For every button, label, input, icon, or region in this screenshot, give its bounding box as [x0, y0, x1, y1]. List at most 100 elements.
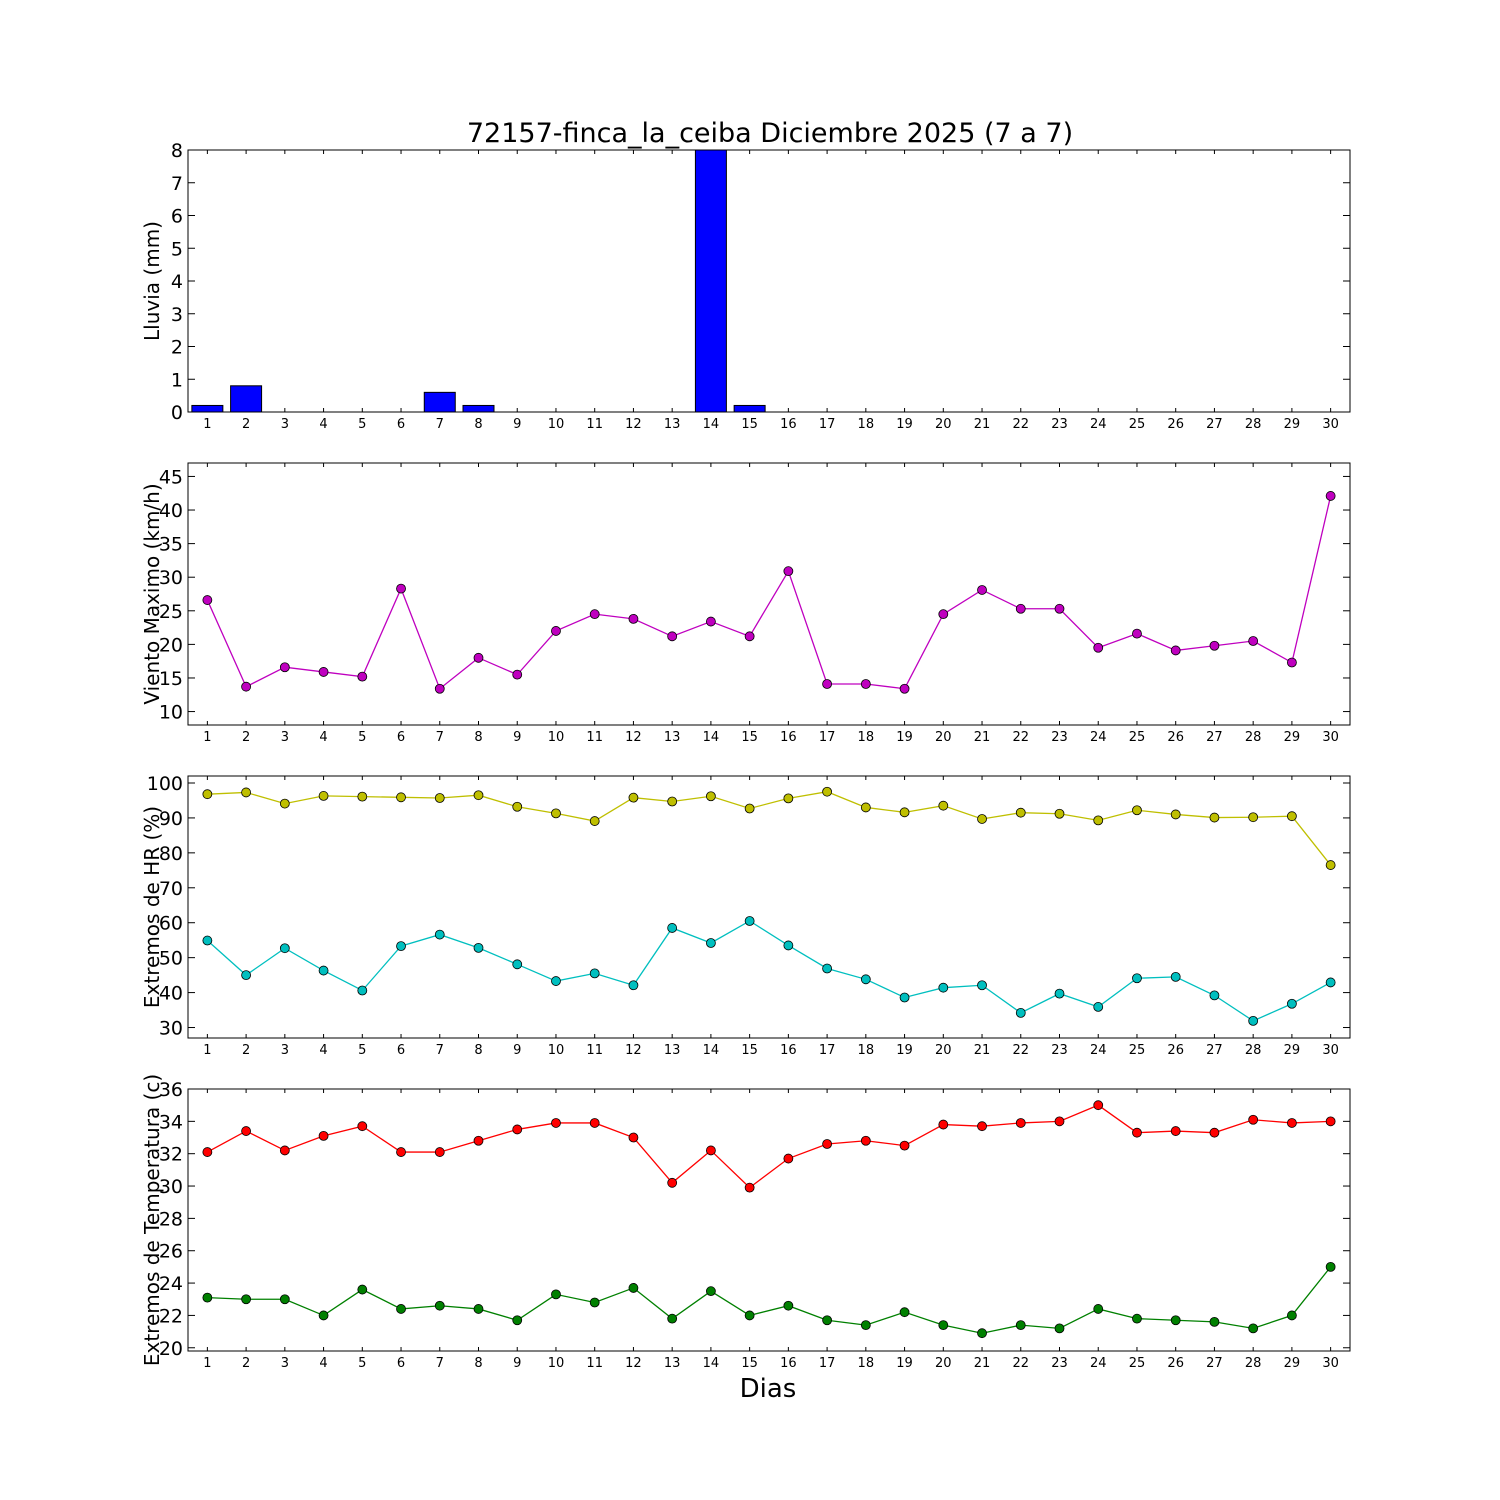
bar-lluvia-day-1 [191, 404, 224, 413]
point-hr-0-day-23 [1054, 808, 1065, 819]
point-viento-0-day-28 [1248, 636, 1259, 646]
x-tick-label: 8 [474, 1356, 482, 1371]
point-temperatura-1-day-9 [512, 1315, 523, 1326]
x-tick-label: 22 [1012, 417, 1029, 432]
point-temperatura-1-day-23 [1054, 1323, 1065, 1334]
point-hr-1-day-29 [1287, 998, 1297, 1009]
point-temperatura-0-day-19 [899, 1140, 910, 1151]
x-tick-label: 27 [1206, 417, 1223, 432]
x-tick-label: 12 [625, 417, 642, 432]
point-temperatura-0-day-12 [628, 1132, 639, 1143]
x-tick-label: 11 [586, 1043, 603, 1058]
point-temperatura-0-day-3 [279, 1145, 290, 1156]
x-tick-label: 2 [242, 1356, 250, 1371]
point-temperatura-0-day-24 [1093, 1100, 1104, 1111]
y-tick-label: 28 [159, 1208, 183, 1230]
point-temperatura-1-day-25 [1132, 1313, 1142, 1324]
x-tick-label: 21 [974, 730, 991, 745]
x-tick-label: 18 [858, 1356, 875, 1371]
series-line-hr-1 [206, 920, 1331, 1022]
y-axis-label-lluvia: Lluvia (mm) [140, 221, 164, 341]
point-hr-1-day-12 [628, 980, 639, 991]
y-tick-label: 30 [159, 567, 183, 589]
plot-frame-lluvia [187, 149, 1351, 413]
x-tick-label: 3 [281, 1356, 289, 1371]
x-tick-label: 20 [935, 417, 952, 432]
plot-frame-hr [187, 775, 1351, 1039]
point-hr-0-day-20 [938, 800, 949, 811]
point-temperatura-1-day-15 [744, 1310, 755, 1321]
point-hr-1-day-1 [202, 935, 213, 946]
point-temperatura-1-day-11 [589, 1297, 600, 1308]
x-tick-label: 7 [436, 417, 444, 432]
x-tick-label: 5 [358, 417, 366, 432]
bar-lluvia-day-14 [694, 149, 727, 413]
point-viento-0-day-10 [551, 626, 561, 636]
point-temperatura-0-day-30 [1325, 1116, 1336, 1127]
x-tick-label: 10 [548, 730, 565, 745]
x-tick-label: 13 [664, 1043, 681, 1058]
point-temperatura-0-day-28 [1248, 1114, 1259, 1125]
point-temperatura-1-day-18 [860, 1320, 871, 1331]
x-tick-label: 29 [1284, 1043, 1301, 1058]
point-temperatura-1-day-19 [899, 1307, 910, 1318]
y-tick-label: 30 [159, 1018, 183, 1040]
point-hr-1-day-7 [434, 929, 445, 940]
point-temperatura-1-day-29 [1287, 1310, 1297, 1321]
point-temperatura-1-day-26 [1170, 1315, 1181, 1326]
x-tick-label: 26 [1167, 1356, 1184, 1371]
x-tick-label: 24 [1090, 1043, 1107, 1058]
point-hr-0-day-11 [589, 816, 600, 826]
y-tick-label: 25 [159, 601, 183, 623]
point-hr-1-day-23 [1054, 988, 1065, 999]
point-hr-1-day-27 [1209, 990, 1220, 1001]
x-tick-label: 10 [548, 1356, 565, 1371]
point-hr-0-day-18 [860, 802, 871, 813]
x-tick-label: 8 [474, 417, 482, 432]
y-tick-label: 40 [159, 983, 183, 1005]
point-temperatura-1-day-5 [357, 1284, 368, 1295]
y-tick-label: 50 [159, 948, 183, 970]
y-tick-label: 1 [171, 369, 183, 391]
x-tick-label: 14 [703, 1043, 720, 1058]
x-tick-label: 28 [1245, 730, 1262, 745]
x-tick-label: 23 [1051, 417, 1068, 432]
point-hr-0-day-7 [434, 793, 445, 803]
x-tick-label: 18 [858, 417, 875, 432]
x-axis-label: Dias [740, 1374, 797, 1404]
point-viento-0-day-13 [667, 631, 678, 642]
x-tick-label: 13 [664, 730, 681, 745]
x-tick-label: 1 [203, 730, 211, 745]
x-tick-label: 20 [935, 730, 952, 745]
x-tick-label: 22 [1012, 1043, 1029, 1058]
point-temperatura-1-day-12 [628, 1283, 639, 1293]
x-tick-label: 15 [741, 417, 758, 432]
point-temperatura-1-day-22 [1015, 1320, 1026, 1331]
x-tick-label: 6 [397, 1356, 405, 1371]
x-tick-label: 18 [858, 730, 875, 745]
x-tick-label: 23 [1051, 1043, 1068, 1058]
x-tick-label: 24 [1090, 730, 1107, 745]
point-viento-0-day-29 [1287, 657, 1297, 668]
point-viento-0-day-5 [357, 671, 368, 682]
x-tick-label: 28 [1245, 417, 1262, 432]
x-tick-label: 23 [1051, 730, 1068, 745]
point-viento-0-day-17 [822, 679, 832, 689]
x-tick-label: 30 [1322, 417, 1339, 432]
point-temperatura-0-day-11 [589, 1118, 600, 1128]
x-tick-label: 25 [1129, 1043, 1146, 1058]
point-temperatura-0-day-18 [860, 1135, 871, 1146]
x-tick-label: 15 [741, 730, 758, 745]
x-tick-label: 23 [1051, 1356, 1068, 1371]
point-temperatura-1-day-8 [473, 1304, 484, 1314]
x-tick-label: 27 [1206, 1043, 1223, 1058]
point-hr-1-day-19 [899, 992, 910, 1003]
x-tick-label: 24 [1090, 1356, 1107, 1371]
x-tick-label: 17 [819, 417, 836, 432]
y-tick-label: 35 [159, 534, 183, 556]
x-tick-label: 17 [819, 1356, 836, 1371]
point-temperatura-1-day-21 [977, 1328, 987, 1339]
point-viento-0-day-11 [589, 609, 600, 620]
x-tick-label: 26 [1167, 417, 1184, 432]
